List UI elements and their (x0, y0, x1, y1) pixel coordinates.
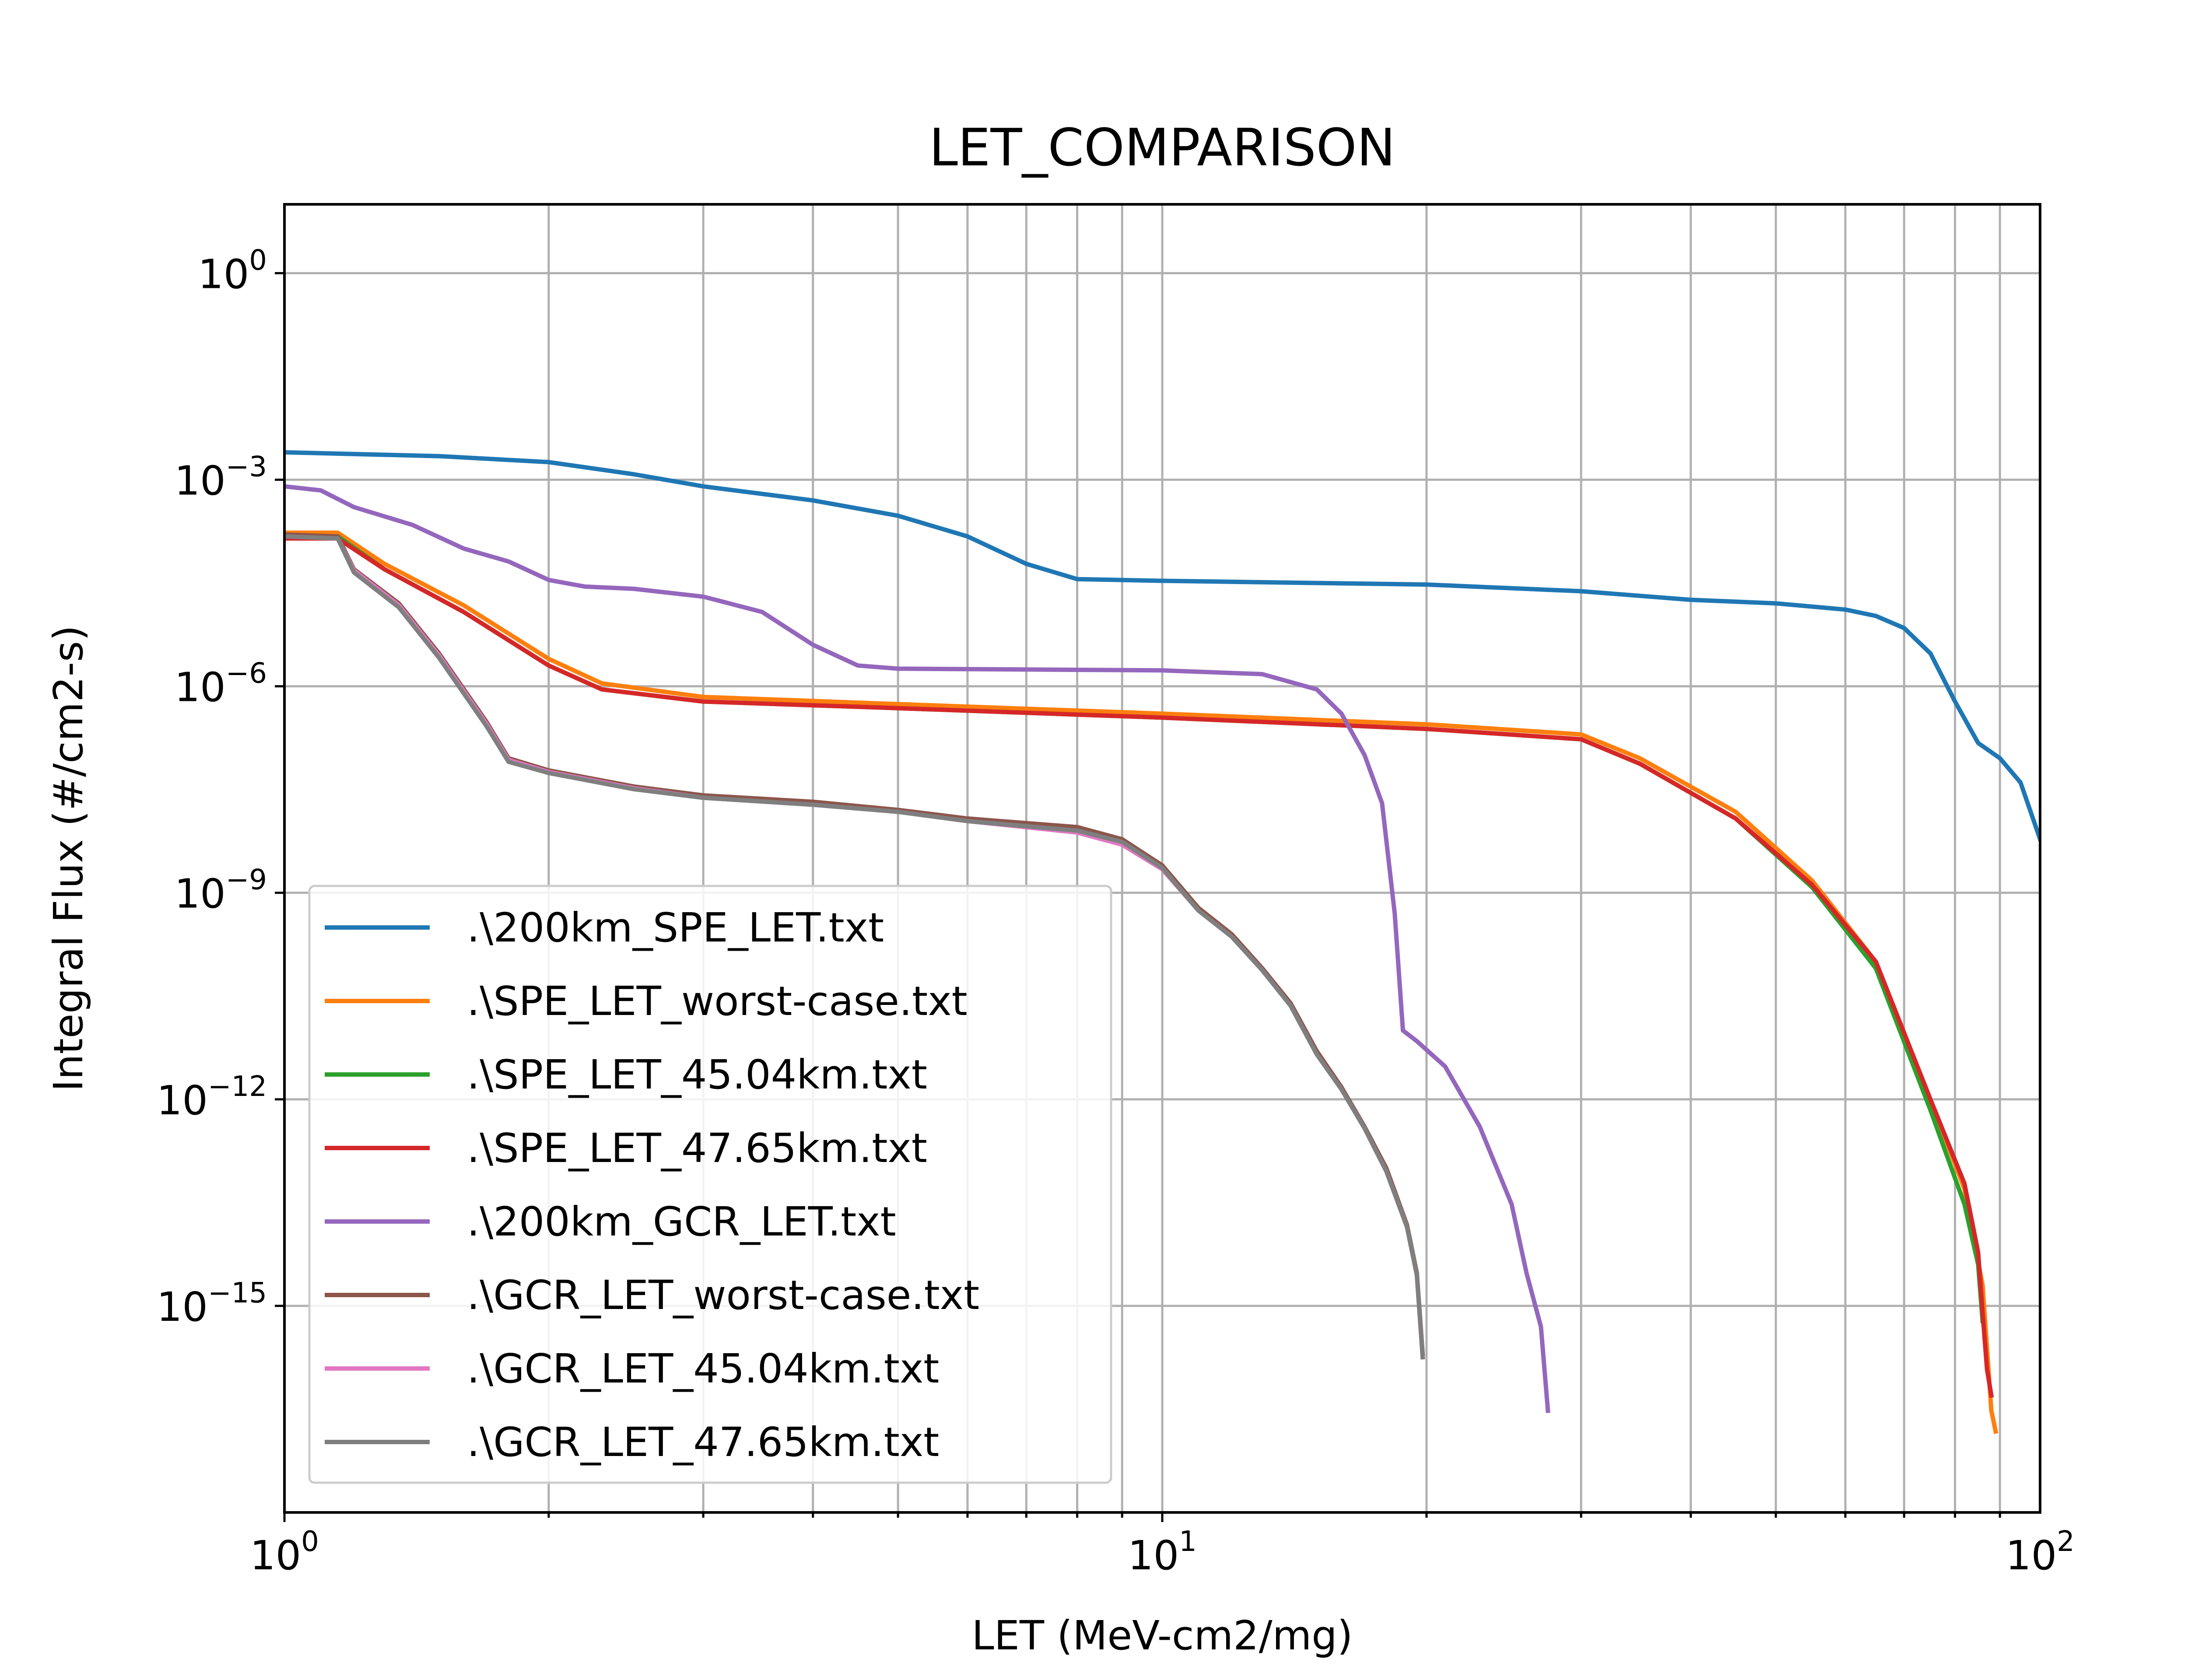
y-tick-label: 100 (198, 244, 267, 298)
series-line (284, 484, 1550, 1413)
legend-label: .\200km_GCR_LET.txt (467, 1198, 896, 1245)
y-axis-label: Integral Flux (#/cm2-s) (45, 625, 92, 1092)
y-tick-label-base: 10 (175, 871, 226, 917)
grid (283, 204, 2040, 1512)
y-tick-label: 10−15 (157, 1277, 267, 1330)
x-tick-label-base: 10 (250, 1532, 301, 1579)
y-tick-label-exponent: 0 (249, 244, 267, 276)
y-tick-label-base: 10 (157, 1077, 208, 1124)
series-layer (284, 450, 2040, 1434)
series-line (284, 534, 1425, 1360)
legend-label: .\SPE_LET_47.65km.txt (467, 1125, 927, 1172)
legend-label: .\SPE_LET_45.04km.txt (467, 1051, 927, 1098)
chart-title: LET_COMPARISON (929, 117, 1396, 178)
legend-box (308, 885, 1112, 1484)
y-tick-label-exponent: −12 (208, 1071, 267, 1103)
x-axis-label: LET (MeV-cm2/mg) (971, 1612, 1353, 1659)
series-line (284, 536, 1994, 1398)
x-tick-label: 102 (2006, 1526, 2075, 1579)
legend-label: .\SPE_LET_worst-case.txt (467, 978, 968, 1025)
y-tick-label-exponent: −9 (226, 864, 267, 896)
y-tick-label: 10−12 (157, 1071, 267, 1124)
y-tick-label-base: 10 (157, 1284, 208, 1330)
y-tick-label-exponent: −3 (226, 451, 267, 483)
x-tick-label-exponent: 0 (301, 1526, 319, 1558)
y-tick-label: 10−3 (175, 451, 267, 504)
y-tick-label: 10−9 (175, 864, 267, 917)
x-tick-label-base: 10 (2006, 1532, 2057, 1579)
x-tick-label: 101 (1128, 1526, 1197, 1579)
x-tick-label: 100 (250, 1526, 319, 1579)
y-tick-label-base: 10 (175, 664, 226, 711)
y-tick-label-base: 10 (198, 251, 249, 298)
legend: .\200km_SPE_LET.txt .\SPE_LET_worst-case.… (308, 885, 1112, 1484)
x-tick-label-exponent: 1 (1179, 1526, 1197, 1558)
y-tick-label-exponent: −6 (226, 658, 267, 690)
x-tick-label-base: 10 (1128, 1532, 1179, 1579)
series-line (284, 450, 2040, 842)
legend-label: .\200km_SPE_LET.txt (467, 904, 884, 951)
legend-label: .\GCR_LET_45.04km.txt (467, 1345, 939, 1392)
legend-label: .\GCR_LET_47.65km.txt (467, 1419, 939, 1466)
legend-label: .\GCR_LET_worst-case.txt (467, 1272, 979, 1319)
y-tick-label-base: 10 (175, 457, 226, 504)
y-tick-label-exponent: −15 (208, 1277, 267, 1309)
y-tick-label: 10−6 (175, 658, 267, 711)
x-tick-label-exponent: 2 (2057, 1526, 2075, 1558)
